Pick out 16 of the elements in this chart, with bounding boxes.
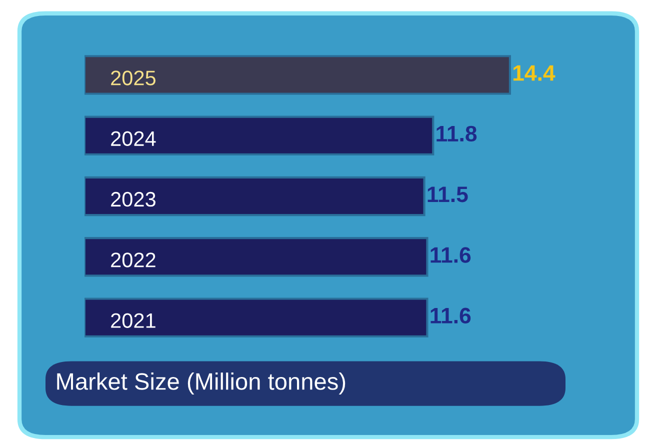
data-label: 11.6	[430, 308, 471, 324]
y-tick-label: 2021	[111, 313, 156, 328]
bar	[84, 116, 434, 156]
data-label: 11.8	[436, 126, 477, 142]
data-label: 11.5	[428, 186, 468, 202]
bar	[84, 176, 426, 216]
bar	[84, 237, 428, 277]
y-tick-label: 2023	[111, 192, 156, 207]
y-tick-label: 2025	[111, 70, 156, 86]
y-tick-label: 2024	[111, 131, 156, 146]
y-tick-label: 2022	[111, 252, 156, 268]
data-label: 11.6	[430, 247, 471, 263]
bar	[84, 55, 511, 95]
x-axis-title: Market Size (Million tonnes)	[57, 372, 346, 395]
data-label: 14.4	[513, 65, 556, 81]
bar	[84, 298, 428, 338]
